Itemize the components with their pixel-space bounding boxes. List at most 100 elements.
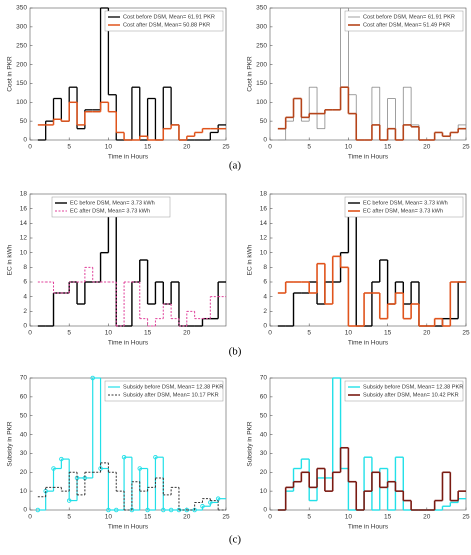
x-tick-label: 10 (345, 144, 353, 151)
x-tick-label: 5 (67, 330, 71, 337)
series (37, 462, 226, 511)
x-tick-label: 25 (462, 144, 470, 151)
y-tick-label: 60 (260, 394, 268, 401)
y-tick-label: 4 (23, 293, 27, 300)
step-riser (45, 462, 219, 510)
y-axis-label: EC in kWh (247, 244, 254, 275)
x-tick-label: 20 (183, 144, 191, 151)
x-tick-label: 5 (307, 330, 311, 337)
y-tick-label: 350 (16, 5, 27, 12)
x-tick-label: 0 (28, 144, 32, 151)
panel-label: (c) (229, 534, 242, 546)
step-riser (52, 102, 204, 140)
x-tick-label: 20 (183, 330, 191, 337)
y-axis-label: Cost in PKR (7, 56, 14, 92)
y-tick-label: 300 (16, 24, 27, 31)
y-axis-label: Subsidy in PKR (7, 421, 14, 466)
x-tick-label: 10 (105, 514, 113, 521)
y-tick-label: 250 (256, 42, 267, 49)
marker (113, 507, 119, 513)
x-tick-label: 5 (67, 514, 71, 521)
y-tick-label: 40 (260, 431, 268, 438)
y-tick-label: 10 (20, 249, 28, 256)
step-riser (284, 87, 459, 140)
legend-label: Cost before DSM, Mean= 61.91 PKR (363, 14, 455, 20)
y-tick-label: 6 (23, 279, 27, 286)
x-tick-label: 0 (28, 330, 32, 337)
y-tick-label: 50 (20, 118, 28, 125)
x-tick-label: 15 (144, 144, 152, 151)
legend-label: Cost after DSM, Mean= 50.88 PKR (123, 22, 210, 28)
y-tick-label: 150 (256, 80, 267, 87)
x-axis-label: Time in Hours (108, 524, 149, 531)
y-tick-label: 20 (260, 469, 268, 476)
series (37, 266, 226, 327)
x-tick-label: 25 (462, 330, 470, 337)
y-tick-label: 0 (263, 323, 267, 330)
x-axis-label: Time in Hours (348, 154, 389, 161)
legend-label: Subsidy before DSM, Mean= 12.38 PKR (123, 384, 223, 390)
panel-label: (a) (229, 160, 242, 172)
x-tick-label: 0 (268, 330, 272, 337)
y-tick-label: 70 (20, 375, 28, 382)
y-tick-label: 16 (20, 205, 28, 212)
y-axis-label: Cost in PKR (247, 56, 254, 92)
y-tick-label: 200 (16, 61, 27, 68)
y-tick-label: 20 (20, 469, 28, 476)
legend-label: Cost before DSM, Mean= 61.91 PKR (123, 14, 215, 20)
x-tick-label: 10 (105, 144, 113, 151)
x-axis-label: Time in Hours (108, 154, 149, 161)
legend-box (104, 380, 224, 402)
marker (35, 507, 41, 513)
y-tick-label: 50 (260, 118, 268, 125)
legend-box (51, 196, 171, 218)
x-tick-label: 5 (67, 144, 71, 151)
y-tick-label: 200 (256, 61, 267, 68)
y-tick-label: 10 (260, 488, 268, 495)
y-tick-label: 250 (16, 42, 27, 49)
x-tick-label: 15 (384, 330, 392, 337)
y-tick-label: 8 (263, 264, 267, 271)
y-tick-label: 0 (263, 137, 267, 144)
y-axis-label: EC in kWh (7, 244, 14, 275)
legend-label: EC after DSM, Mean= 3.73 kWh (363, 208, 443, 214)
y-tick-label: 100 (256, 99, 267, 106)
legend-box (344, 10, 464, 32)
x-tick-label: 25 (222, 144, 230, 151)
legend-label: Subsidy after DSM, Mean= 10.42 PKR (363, 392, 459, 398)
x-axis-label: Time in Hours (348, 524, 389, 531)
series (277, 255, 466, 327)
y-tick-label: 40 (20, 431, 28, 438)
x-tick-label: 0 (268, 144, 272, 151)
x-axis-label: Time in Hours (108, 340, 149, 347)
y-tick-label: 30 (20, 450, 28, 457)
legend-box (104, 10, 224, 32)
y-tick-label: 18 (20, 191, 28, 198)
x-tick-label: 20 (423, 144, 431, 151)
y-tick-label: 6 (263, 279, 267, 286)
y-tick-label: 18 (260, 191, 268, 198)
y-tick-label: 0 (263, 507, 267, 514)
y-tick-label: 2 (23, 308, 27, 315)
x-tick-label: 20 (423, 514, 431, 521)
y-tick-label: 12 (20, 235, 28, 242)
x-tick-label: 15 (384, 514, 392, 521)
x-tick-label: 25 (222, 514, 230, 521)
y-tick-label: 70 (260, 375, 268, 382)
y-tick-label: 60 (20, 394, 28, 401)
panel-label: (b) (229, 346, 242, 358)
marker (168, 507, 174, 513)
step-riser (53, 267, 211, 326)
y-tick-label: 300 (256, 24, 267, 31)
y-tick-label: 0 (23, 137, 27, 144)
legend-label: EC before DSM, Mean= 3.73 kWh (70, 200, 155, 206)
x-tick-label: 10 (105, 330, 113, 337)
x-tick-label: 15 (144, 514, 152, 521)
series (35, 375, 226, 513)
legend-box (344, 380, 464, 402)
y-tick-label: 150 (16, 80, 27, 87)
legend-label: EC before DSM, Mean= 3.73 kWh (363, 200, 448, 206)
y-tick-label: 350 (256, 5, 267, 12)
series (277, 446, 466, 511)
